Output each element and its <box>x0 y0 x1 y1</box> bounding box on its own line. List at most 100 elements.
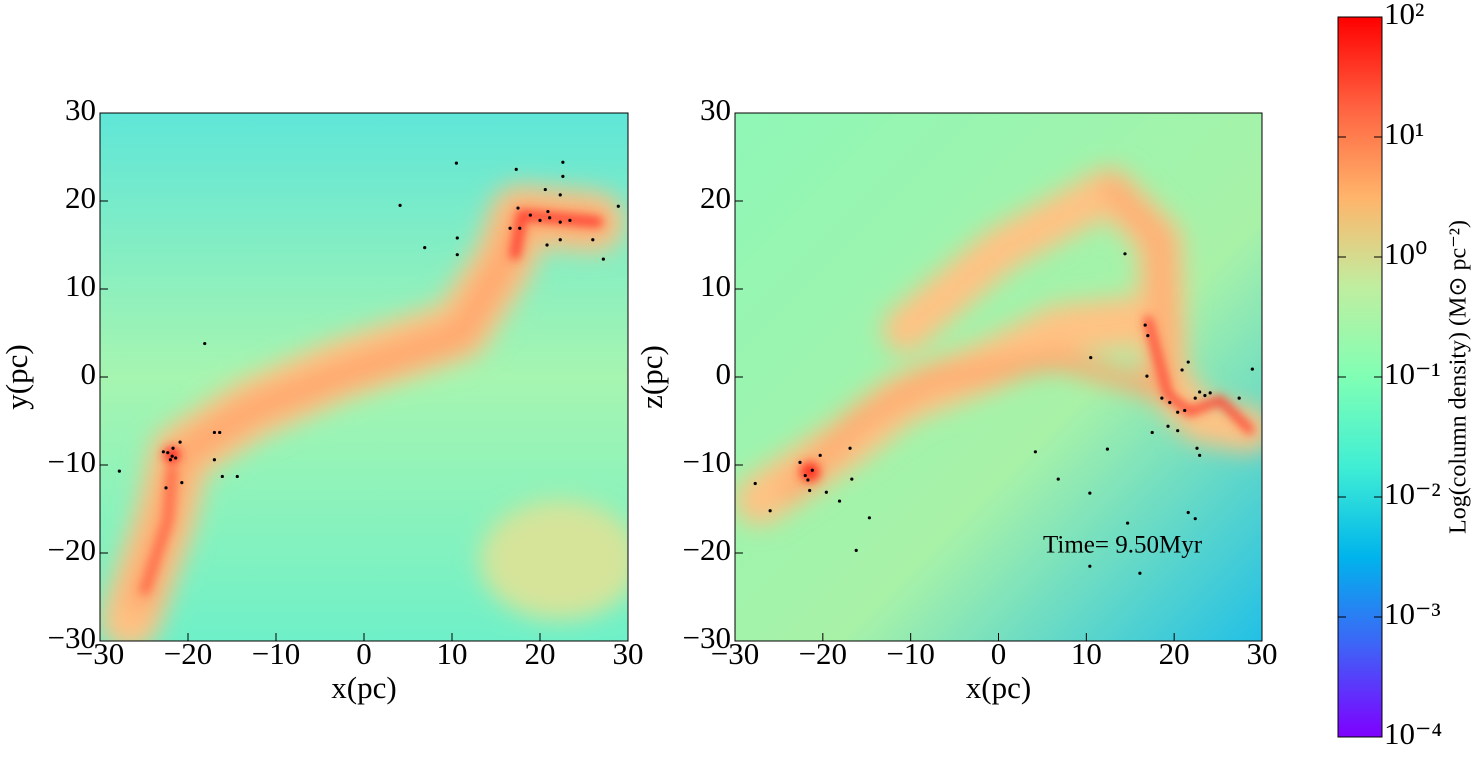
x-tick-label: 0 <box>991 636 1007 671</box>
star-particle <box>455 253 459 257</box>
density-map <box>100 113 628 641</box>
y-tick-label: 0 <box>716 356 732 391</box>
star-particle <box>568 218 572 222</box>
y-tick-label: 30 <box>700 92 731 127</box>
x-tick-label: 10 <box>437 636 468 671</box>
x-tick-label: 10 <box>1071 636 1102 671</box>
star-particle <box>561 160 565 164</box>
star-particle <box>203 341 207 346</box>
star-particle <box>1203 393 1207 398</box>
star-particle <box>398 203 402 207</box>
star-particle <box>548 216 552 220</box>
star-particle <box>1176 410 1180 414</box>
star-particle <box>1186 360 1190 364</box>
star-particle <box>803 473 807 478</box>
y-tick-label: 30 <box>65 92 96 127</box>
x-tick-label: 20 <box>1159 636 1190 671</box>
star-particle <box>1183 408 1187 413</box>
star-particle <box>212 430 216 435</box>
x-tick-label: −10 <box>252 636 300 671</box>
star-particle <box>1198 453 1202 457</box>
star-particle <box>1088 491 1092 495</box>
star-particle <box>1143 323 1147 327</box>
star-particle <box>806 478 810 482</box>
star-particle <box>546 209 550 214</box>
star-particle <box>854 548 858 552</box>
y-tick-label: 10 <box>65 268 96 303</box>
star-particle <box>455 236 459 240</box>
star-particle <box>164 486 168 490</box>
star-particle <box>810 468 814 472</box>
y-tick-label: −30 <box>683 620 731 655</box>
star-particle <box>166 451 170 455</box>
star-particle <box>808 488 812 493</box>
star-particle <box>753 481 757 486</box>
star-particle <box>1150 430 1154 435</box>
star-particle <box>837 499 842 503</box>
star-particle <box>1123 252 1127 256</box>
x-tick-label: −30 <box>711 636 759 671</box>
star-particle <box>1145 374 1149 378</box>
star-particle <box>1160 396 1164 400</box>
star-particle <box>1168 400 1172 405</box>
star-particle <box>220 474 224 479</box>
x-tick-label: 30 <box>613 636 644 671</box>
star-particle <box>561 174 565 178</box>
star-particle <box>1176 429 1180 433</box>
y-tick-label: −10 <box>48 444 96 479</box>
star-particle <box>1193 396 1197 400</box>
y-tick-label: 20 <box>65 180 96 215</box>
star-particle <box>543 187 547 192</box>
y-axis-label: y(pc) <box>0 344 34 409</box>
density-map <box>735 113 1262 641</box>
y-tick-label: −20 <box>683 532 731 567</box>
star-particle <box>212 458 216 462</box>
star-particle <box>1033 450 1037 454</box>
star-particle <box>508 226 512 230</box>
star-particle <box>528 213 532 217</box>
star-particle <box>454 161 458 165</box>
star-particle <box>1105 447 1110 451</box>
star-particle <box>818 453 822 457</box>
star-particle <box>591 238 595 242</box>
colorbar-tick-label: 10² <box>1384 0 1424 31</box>
star-particle <box>518 226 522 230</box>
y-tick-label: −10 <box>683 444 731 479</box>
star-particle <box>117 469 121 473</box>
colorbar-label: Log(column density) (M⊙ pc⁻²) <box>1446 220 1472 534</box>
star-particle <box>1186 510 1190 515</box>
star-particle <box>850 477 854 481</box>
star-particle <box>1195 446 1199 450</box>
colorbar-tick-label: 10⁻¹ <box>1384 356 1441 391</box>
y-axis-label: z(pc) <box>634 345 669 409</box>
y-tick-label: −30 <box>48 620 96 655</box>
star-particle <box>616 204 620 208</box>
star-particle <box>1250 367 1254 371</box>
y-tick-label: 20 <box>700 180 731 215</box>
x-tick-label: −10 <box>886 636 934 671</box>
star-particle <box>538 218 542 222</box>
star-particle <box>423 246 427 250</box>
star-particle <box>1193 517 1197 521</box>
star-particle <box>768 509 772 513</box>
star-particle <box>558 193 562 197</box>
star-particle <box>601 257 605 261</box>
x-tick-label: 20 <box>525 636 556 671</box>
star-particle <box>516 206 520 210</box>
star-particle <box>1208 391 1212 395</box>
star-particle <box>1138 571 1142 575</box>
star-particle <box>798 460 802 464</box>
star-particle <box>848 446 852 450</box>
star-particle <box>170 454 174 458</box>
star-particle <box>1089 356 1093 360</box>
star-particle <box>1056 477 1060 481</box>
x-tick-label: 0 <box>356 636 372 671</box>
star-particle <box>1198 390 1202 394</box>
x-tick-label: −20 <box>164 636 212 671</box>
x-tick-label: −30 <box>76 636 124 671</box>
colorbar-tick-label: 10⁰ <box>1384 236 1427 271</box>
star-particle <box>558 238 562 242</box>
colorbar-tick-label: 10⁻³ <box>1384 596 1441 631</box>
star-particle <box>558 220 562 224</box>
star-particle <box>867 516 871 520</box>
